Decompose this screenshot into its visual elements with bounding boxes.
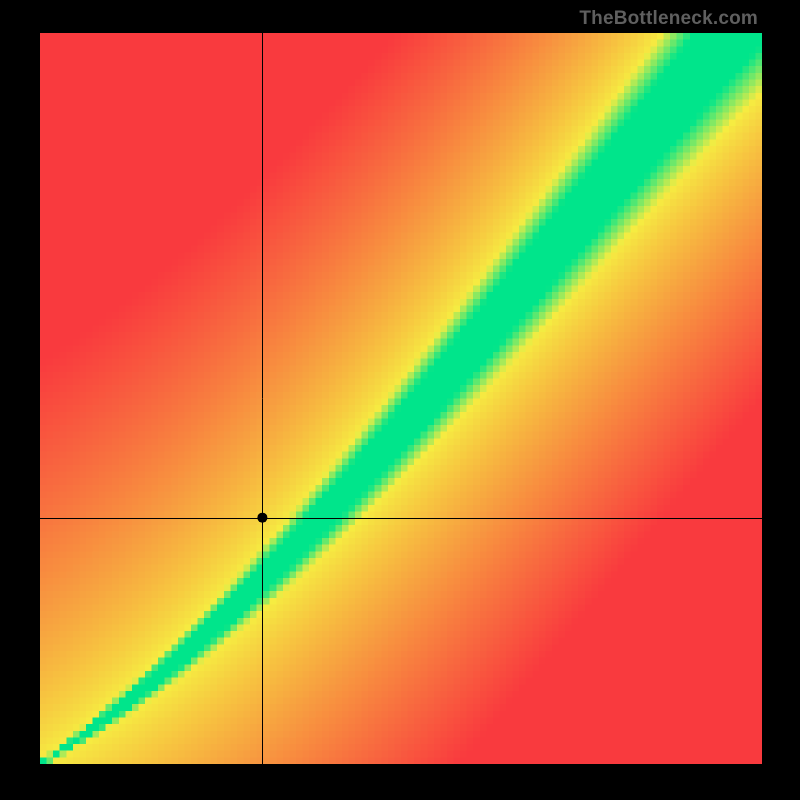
watermark-text: TheBottleneck.com: [579, 8, 758, 30]
image-frame: TheBottleneck.com: [0, 0, 800, 800]
crosshair-overlay: [40, 33, 762, 764]
